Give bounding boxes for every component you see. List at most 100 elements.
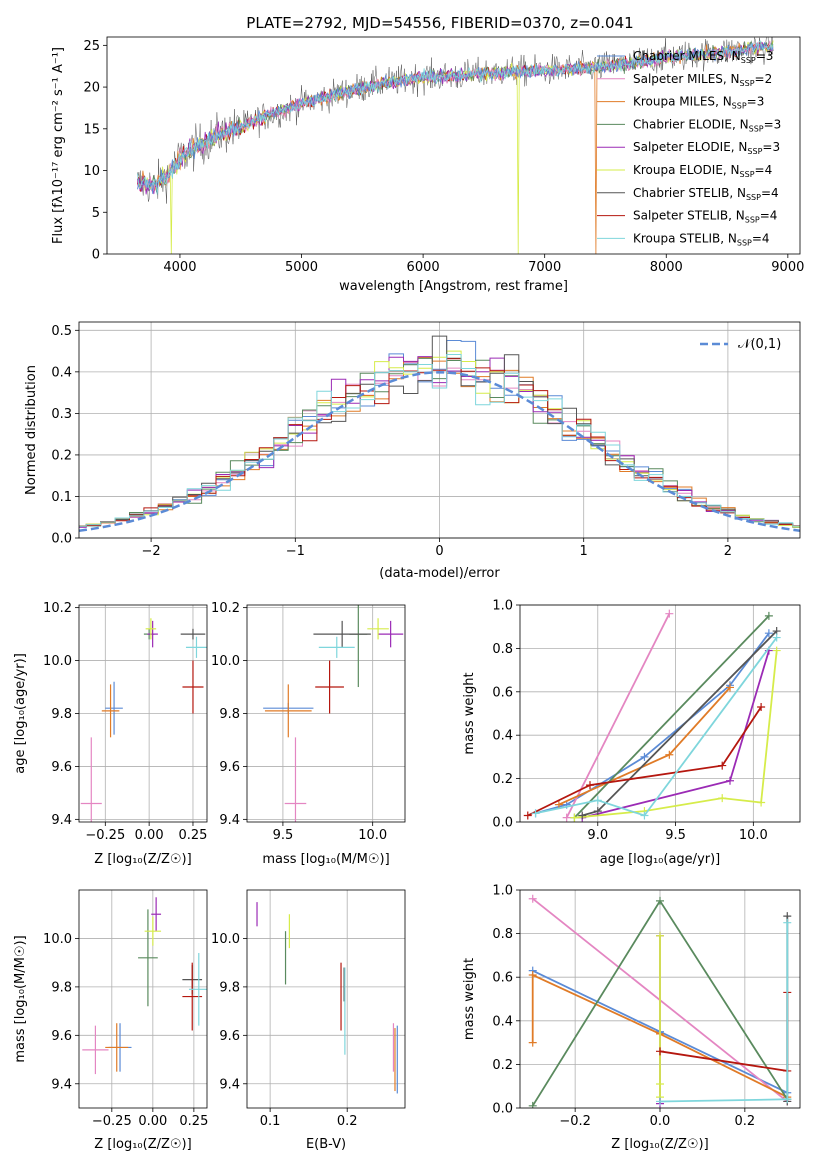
y-tick-label: 0.8 (492, 642, 513, 657)
legend-model-name: Kroupa MILES (633, 95, 715, 109)
x-tick-label: 0.00 (135, 828, 164, 843)
y-tick-label: 20 (83, 81, 100, 96)
x-tick-label: 5000 (285, 260, 318, 275)
point-marker-kroupa-stelib (531, 809, 540, 818)
legend-n-prefix: , N (720, 231, 737, 245)
point-marker-salpeter-miles (562, 813, 571, 822)
y-tick-label: 0.4 (51, 365, 72, 380)
x-tick-label: 8000 (650, 260, 683, 275)
y-tick-label: 0.2 (492, 772, 513, 787)
residuals-panel: −2 −1 0 1 2 0.0 0.1 0.2 0.3 0.4 0.5 (data-model)/er… (24, 321, 801, 581)
histogram-salpeter-elodie (79, 356, 800, 528)
legend-n-prefix: , N (732, 117, 749, 131)
legend-subscript: SSP (732, 102, 747, 111)
plot-area (528, 894, 792, 1108)
point-marker-kroupa-miles (528, 1038, 537, 1047)
legend-n-prefix: , N (724, 49, 741, 63)
y-tick-label: 0.4 (492, 729, 513, 744)
legend-label: Kroupa STELIB, NSSP=4 (633, 231, 770, 247)
series-line-chabrier-elodie (573, 615, 770, 819)
y-tick-label: 10 (83, 164, 100, 179)
x-axis-label: E(B-V) (306, 1137, 346, 1152)
massweight-vs-metallicity-panel: −0.2 0.0 0.2 0.0 0.2 0.4 0.6 0.8 1.0 Z [log₁₀(Z/Z… (462, 884, 801, 1152)
y-tick-label: 5 (92, 206, 100, 221)
axes-frame (246, 604, 406, 823)
age-vs-mass-panel: 9.5 10.0 9.4 9.6 9.8 10.0 10.2 mass [log₁₀(M/M☉… (211, 601, 406, 867)
y-axis-label: mass weight (462, 672, 477, 754)
legend-label: Salpeter MILES, NSSP=2 (633, 72, 772, 88)
axes-frame (106, 36, 801, 255)
legend-n-eq: = (762, 140, 772, 154)
x-tick-label: 10.0 (739, 828, 768, 843)
legend-model-name: Kroupa ELODIE (633, 163, 723, 177)
x-tick-label: 4000 (163, 260, 196, 275)
legend-subscript: SSP (746, 193, 761, 202)
x-axis-label: Z [log₁₀(Z/Z☉)] (94, 1137, 191, 1152)
point-marker-kroupa-stelib (772, 633, 781, 642)
legend-n-prefix: , N (723, 72, 740, 86)
point-marker-kroupa-elodie (772, 646, 781, 655)
x-tick-label: −2 (142, 544, 161, 559)
point-marker-salpeter-stelib (523, 811, 532, 820)
y-axis-label: mass weight (462, 958, 477, 1040)
plot-area (79, 335, 800, 532)
y-tick-label: 9.4 (51, 813, 72, 828)
legend-subscript: SSP (745, 216, 760, 225)
legend-nssp: 3 (772, 140, 780, 154)
x-tick-label: 7000 (528, 260, 561, 275)
legend-subscript: SSP (749, 124, 764, 133)
x-tick-label: 10.0 (358, 828, 387, 843)
y-tick-label: 9.8 (51, 980, 72, 995)
y-tick-label: 10.0 (211, 932, 240, 947)
x-axis-label: mass [log₁₀(M/M☉)] (262, 852, 389, 867)
y-axis-label: Flux [fλ10⁻¹⁷ erg cm⁻² s⁻¹ A⁻¹] (51, 47, 66, 244)
axes-frame (246, 889, 406, 1109)
legend-label: Salpeter STELIB, NSSP=4 (633, 209, 777, 225)
legend-nssp: 3 (766, 49, 774, 63)
x-axis-label: Z [log₁₀(Z/Z☉)] (94, 852, 191, 867)
legend-subscript: SSP (747, 147, 762, 156)
legend-nssp: 2 (765, 72, 773, 86)
mass-vs-metallicity-panel: −0.25 0.00 0.25 9.4 9.6 9.8 10.0 Z [log₁₀(Z/Z☉)… (13, 889, 208, 1152)
plot-area (137, 37, 774, 254)
y-tick-label: 10.0 (211, 654, 240, 669)
y-tick-label: 25 (83, 39, 100, 54)
axes-frame (78, 321, 801, 539)
x-tick-label: −0.25 (92, 1114, 132, 1129)
legend-label: Salpeter ELODIE, NSSP=3 (633, 140, 780, 156)
axes-frame (519, 889, 801, 1109)
plot-area (263, 605, 404, 822)
y-tick-label: 0.5 (51, 324, 72, 339)
x-tick-label: 0.00 (138, 1114, 167, 1129)
y-tick-label: 0.0 (51, 532, 72, 547)
point-marker-kroupa-miles (554, 800, 563, 809)
y-tick-label: 1.0 (492, 884, 513, 899)
legend-n-prefix: , N (715, 95, 732, 109)
point-marker-chabrier-miles (640, 752, 649, 761)
x-tick-label: 9.5 (665, 828, 686, 843)
point-marker-chabrier-elodie (656, 896, 664, 905)
y-tick-label: 9.8 (51, 707, 72, 722)
point-marker-kroupa-miles (726, 683, 734, 692)
series-line-salpeter-stelib (527, 706, 762, 817)
legend-label: Chabrier STELIB, NSSP=4 (633, 186, 779, 202)
legend-nssp: 4 (762, 231, 770, 245)
legend-subscript: SSP (740, 170, 755, 179)
y-axis-label: Normed distribution (24, 365, 39, 495)
y-tick-label: 10.2 (43, 601, 72, 616)
legend-n-eq: = (756, 49, 766, 63)
mass-vs-ebv-panel: 0.1 0.2 9.4 9.6 9.8 10.0 E(B-V) (211, 889, 406, 1152)
x-tick-label: 0 (435, 544, 443, 559)
point-marker-kroupa-stelib (656, 1097, 664, 1106)
series-line-salpeter-stelib (659, 992, 789, 1072)
x-tick-label: 9000 (771, 260, 804, 275)
legend-model-name: Salpeter ELODIE (633, 140, 731, 154)
y-axis-label: mass [log₁₀(M/M☉)] (13, 935, 28, 1062)
x-tick-label: −1 (286, 544, 305, 559)
point-marker-kroupa-stelib (783, 1095, 792, 1104)
y-tick-label: 10.2 (211, 601, 240, 616)
point-marker-salpeter-stelib (586, 781, 594, 790)
y-axis-label: age [log₁₀(age/yr)] (13, 653, 28, 774)
legend-model-name: Salpeter MILES (633, 72, 723, 86)
